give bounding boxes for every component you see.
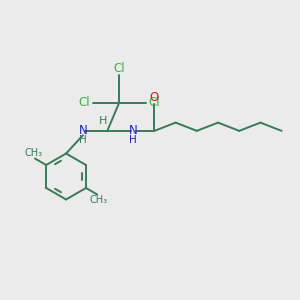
- Text: N: N: [79, 124, 87, 137]
- Text: Cl: Cl: [79, 96, 90, 110]
- Text: N: N: [129, 124, 138, 137]
- Text: Cl: Cl: [148, 96, 160, 110]
- Text: H: H: [79, 135, 87, 145]
- Text: O: O: [150, 92, 159, 104]
- Text: CH₃: CH₃: [25, 148, 43, 158]
- Text: H: H: [129, 135, 137, 145]
- Text: H: H: [99, 116, 107, 126]
- Text: CH₃: CH₃: [90, 195, 108, 206]
- Text: Cl: Cl: [113, 62, 125, 75]
